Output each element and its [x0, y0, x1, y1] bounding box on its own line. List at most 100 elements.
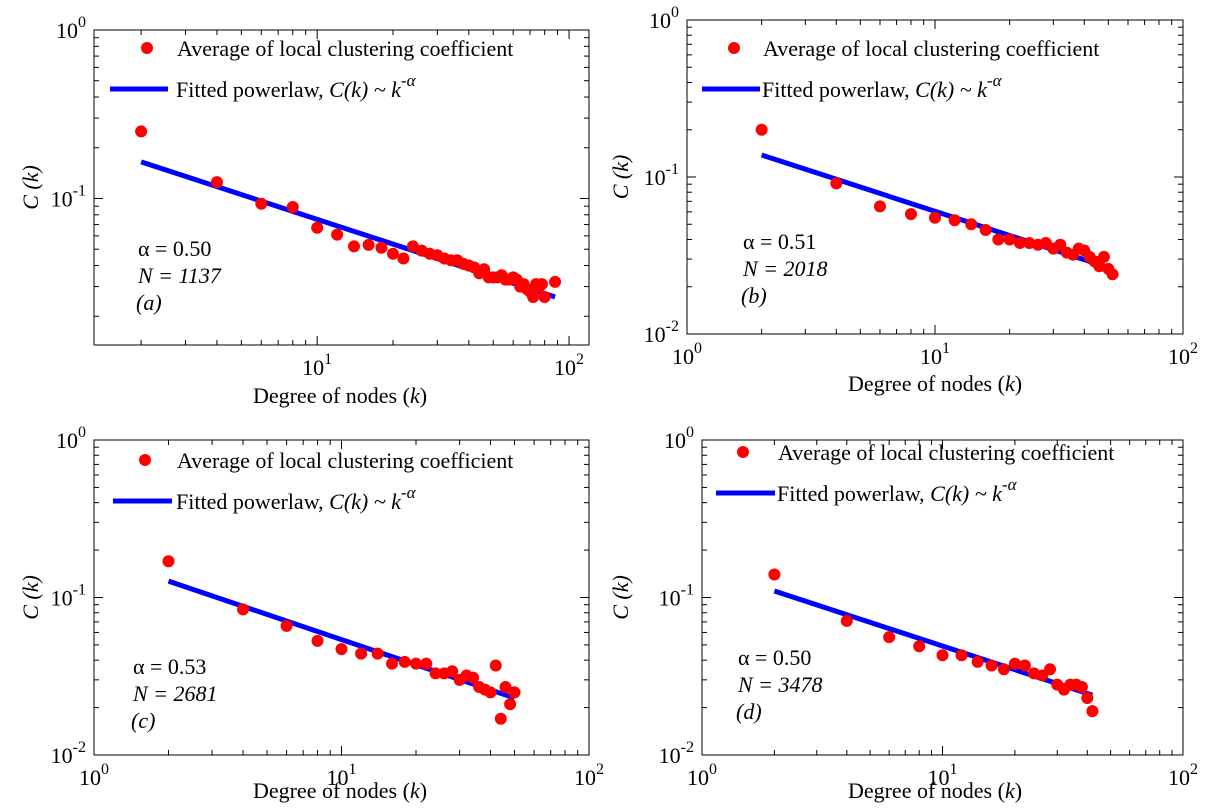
y-tick-label: 10-2 — [659, 739, 694, 768]
legend-line-label: Fitted powerlaw, C(k) ~ k-α — [762, 71, 1003, 102]
axis-ticks — [93, 439, 590, 756]
y-tick-label: 100 — [664, 424, 694, 453]
legend: Average of local clustering coefficient F… — [716, 440, 1114, 506]
data-point — [237, 603, 250, 616]
data-point — [971, 655, 984, 668]
data-point — [375, 241, 388, 254]
data-point — [1081, 692, 1094, 705]
legend-markers-label: Average of local clustering coefficient — [177, 36, 513, 61]
legend-dot-marker — [141, 42, 153, 54]
data-point — [985, 659, 998, 672]
data-point — [1075, 681, 1088, 694]
data-point — [355, 647, 368, 660]
legend-dot-marker — [139, 454, 151, 466]
x-tick-label: 101 — [920, 340, 950, 369]
legend-markers-label: Average of local clustering coefficient — [177, 448, 513, 473]
data-point — [467, 671, 480, 684]
data-point — [420, 657, 433, 670]
axis-ticks — [94, 29, 589, 345]
data-point — [1106, 268, 1119, 281]
y-axis-label: C (k) — [18, 575, 43, 620]
x-tick-label: 102 — [554, 351, 584, 380]
x-tick-label: 100 — [687, 761, 717, 790]
data-point — [913, 640, 926, 653]
data-point — [1097, 250, 1110, 263]
data-point — [484, 686, 497, 699]
y-axis-label: C (k) — [608, 575, 633, 620]
data-point — [162, 555, 175, 568]
data-point — [955, 649, 968, 662]
x-axis-label: Degree of nodes (k) — [848, 371, 1022, 396]
panel-label: (d) — [736, 699, 762, 724]
data-point — [410, 657, 423, 670]
data-point — [904, 208, 917, 221]
x-axis-label: Degree of nodes (k) — [848, 778, 1022, 803]
data-point — [489, 659, 502, 672]
data-point — [499, 681, 512, 694]
legend-line-label: Fitted powerlaw, C(k) ~ k-α — [777, 475, 1018, 506]
y-tick-label: 100 — [56, 14, 86, 43]
data-point — [362, 238, 375, 251]
y-axis-label: C (k) — [18, 165, 43, 210]
data-point — [429, 667, 442, 680]
chart-panel-c: 100 101 102 10-2 10-1 100 Degree of nodes (k) C… — [18, 424, 604, 803]
data-point — [755, 123, 768, 136]
legend-dot-marker — [737, 446, 749, 458]
x-tick-label: 100 — [79, 761, 109, 790]
legend-line-label: Fitted powerlaw, C(k) ~ k-α — [176, 483, 417, 514]
y-tick-label: 10-2 — [51, 739, 86, 768]
data-point — [387, 247, 400, 260]
axis-ticks — [701, 439, 1184, 756]
alpha-annotation: α = 0.50 — [138, 236, 211, 261]
y-tick-label: 10-2 — [644, 318, 679, 347]
data-point — [840, 614, 853, 627]
legend: Average of local clustering coefficient F… — [702, 36, 1099, 102]
data-point — [768, 568, 781, 581]
n-annotation: N = 3478 — [737, 672, 823, 697]
legend-line-label: Fitted powerlaw, C(k) ~ k-α — [176, 71, 417, 102]
plot-frame — [93, 29, 590, 346]
y-tick-label: 10-1 — [51, 182, 86, 211]
data-point — [386, 657, 399, 670]
n-annotation: N = 2018 — [742, 256, 828, 281]
data-point — [1044, 663, 1057, 676]
data-point — [936, 649, 949, 662]
y-tick-label: 10-1 — [51, 582, 86, 611]
data-point — [1003, 233, 1016, 246]
legend-markers-label: Average of local clustering coefficient — [778, 440, 1114, 465]
x-tick-label: 102 — [574, 761, 604, 790]
x-tick-label: 101 — [928, 761, 958, 790]
data-point — [331, 228, 344, 241]
data-point — [997, 663, 1010, 676]
y-tick-label: 100 — [56, 424, 86, 453]
x-tick-label: 101 — [327, 761, 357, 790]
data-point — [311, 634, 324, 647]
x-tick-label: 102 — [1168, 340, 1198, 369]
x-tick-label: 102 — [1168, 761, 1198, 790]
y-tick-label: 10-1 — [659, 582, 694, 611]
data-point — [371, 647, 384, 660]
x-axis-label: Degree of nodes (k) — [253, 778, 427, 803]
data-point — [873, 200, 886, 213]
y-axis-label: C (k) — [608, 155, 633, 200]
x-tick-label: 100 — [672, 340, 702, 369]
data-point — [549, 275, 562, 288]
data-point — [504, 698, 517, 711]
data-point — [494, 712, 507, 725]
data-point — [1086, 705, 1099, 718]
data-point — [397, 252, 410, 265]
data-point — [311, 221, 324, 234]
data-point — [992, 233, 1005, 246]
alpha-annotation: α = 0.50 — [738, 645, 811, 670]
chart-panel-d: 100 101 102 10-2 10-1 100 Degree of nodes (k) C… — [608, 424, 1198, 803]
x-axis-label: Degree of nodes (k) — [253, 383, 427, 408]
data-point — [347, 240, 360, 253]
y-tick-label: 100 — [649, 4, 679, 33]
n-annotation: N = 1137 — [137, 263, 222, 288]
data-point — [286, 201, 299, 214]
legend-markers-label: Average of local clustering coefficient — [763, 36, 1099, 61]
data-point — [979, 223, 992, 236]
data-point — [446, 665, 459, 678]
panel-label: (b) — [741, 283, 767, 308]
data-point — [210, 176, 223, 189]
